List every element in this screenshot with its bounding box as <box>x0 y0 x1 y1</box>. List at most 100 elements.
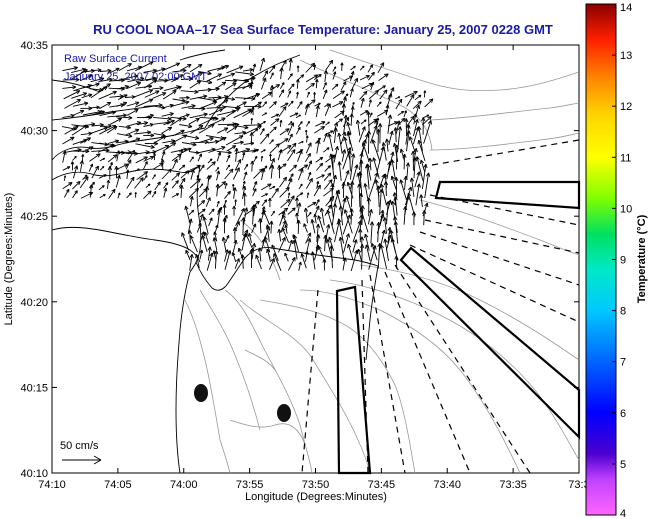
current-vector <box>306 91 310 98</box>
current-vector <box>153 153 157 161</box>
x-tick-label: 73:3 <box>568 479 589 491</box>
current-vector <box>179 113 190 119</box>
current-vector <box>417 126 423 152</box>
current-vector <box>305 232 312 244</box>
current-vector <box>224 97 236 101</box>
current-vector <box>244 104 262 109</box>
current-vector <box>98 185 105 191</box>
current-vector <box>367 64 373 73</box>
current-vector <box>298 140 304 145</box>
current-vector <box>379 89 388 100</box>
current-vector <box>278 237 286 253</box>
current-vector <box>216 181 227 190</box>
current-vector <box>268 65 276 74</box>
current-vector <box>358 171 363 197</box>
current-vector <box>268 101 277 109</box>
current-vector <box>189 253 194 271</box>
current-vector <box>242 109 254 117</box>
current-vector <box>64 188 70 198</box>
current-vector <box>81 82 100 89</box>
current-vector <box>208 108 224 116</box>
current-vector <box>226 107 240 118</box>
current-vector <box>151 190 157 198</box>
current-vector <box>126 108 139 116</box>
current-vector <box>360 244 365 270</box>
current-vector <box>199 164 205 172</box>
current-vector <box>72 165 79 179</box>
current-vector <box>161 112 174 117</box>
current-vector <box>126 192 132 199</box>
current-vector <box>287 207 296 215</box>
current-vector <box>405 162 411 181</box>
current-vector <box>386 93 393 107</box>
current-vector <box>197 79 213 85</box>
current-vector <box>347 150 353 172</box>
current-vector <box>232 239 238 253</box>
current-vector <box>107 154 118 163</box>
current-vector <box>225 135 244 146</box>
current-vector <box>421 115 432 126</box>
current-vector <box>179 124 193 129</box>
current-vector <box>289 112 299 118</box>
current-vector <box>161 126 173 134</box>
current-vector <box>215 183 220 197</box>
colorbar: 14 13 12 11 10 9 8 7 6 5 4 Temperature (°C) <box>585 2 648 519</box>
current-vector <box>162 90 177 100</box>
current-vector <box>82 146 94 153</box>
current-vector <box>341 103 347 116</box>
current-vector <box>241 217 246 236</box>
current-vector <box>206 161 216 170</box>
current-vector <box>206 73 222 82</box>
y-tick-label: 40:25 <box>20 211 48 223</box>
current-vector <box>250 75 254 82</box>
current-vector <box>266 248 271 262</box>
current-vector <box>251 106 255 116</box>
current-vector <box>269 84 280 91</box>
current-vector <box>217 127 229 134</box>
current-vector <box>376 101 382 107</box>
current-vector <box>222 217 227 234</box>
current-vector <box>305 82 315 91</box>
current-vector <box>208 217 213 227</box>
current-vector <box>134 177 144 189</box>
current-vector <box>287 133 293 143</box>
current-vector <box>265 224 270 242</box>
current-vector <box>307 160 313 170</box>
current-vector <box>269 186 276 190</box>
current-vector <box>314 126 325 134</box>
current-vector <box>143 175 148 181</box>
y-tick-label: 40:30 <box>20 126 48 138</box>
current-vector <box>215 167 220 172</box>
current-vector <box>143 123 154 127</box>
current-vector <box>288 239 293 251</box>
current-vector <box>279 82 285 90</box>
current-vector <box>379 189 384 216</box>
current-vector <box>195 254 200 269</box>
current-vector <box>243 207 249 226</box>
current-vector <box>199 249 204 260</box>
current-vector <box>360 119 367 125</box>
current-vector <box>233 140 244 145</box>
current-vector <box>82 174 88 181</box>
current-vector <box>216 200 220 208</box>
current-vector <box>217 65 230 71</box>
current-vector <box>269 220 274 234</box>
y-tick-label: 40:10 <box>20 468 48 480</box>
current-vector <box>62 85 77 90</box>
station-marker-1 <box>194 384 208 402</box>
scale-arrow <box>62 455 102 465</box>
current-vector <box>383 238 389 261</box>
current-vector <box>126 137 141 144</box>
current-vector <box>390 159 396 180</box>
current-vector <box>305 142 312 154</box>
current-vector <box>397 110 405 116</box>
current-vector <box>206 175 211 189</box>
current-vector <box>279 138 289 145</box>
current-vector <box>297 168 304 181</box>
current-vector <box>261 199 268 207</box>
current-vector <box>189 80 202 89</box>
current-vector <box>255 254 262 270</box>
current-vector <box>234 147 239 162</box>
current-vector <box>203 231 209 244</box>
current-vector <box>388 130 394 146</box>
